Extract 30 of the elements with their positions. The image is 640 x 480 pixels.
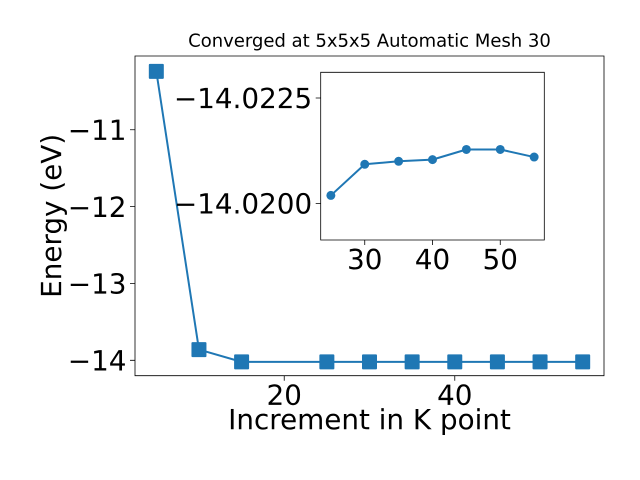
- point: [532, 354, 548, 370]
- point: [490, 354, 505, 370]
- y-tick-label: −13: [70, 272, 124, 294]
- point: [326, 190, 336, 200]
- point: [404, 354, 420, 370]
- point: [530, 152, 539, 162]
- point: [496, 144, 505, 154]
- point: [447, 354, 462, 370]
- point: [394, 156, 404, 166]
- x-tick-label: 30: [349, 248, 381, 270]
- x-axis-title: Increment in K point: [230, 408, 510, 436]
- point: [428, 155, 438, 164]
- point: [362, 354, 377, 370]
- y-axis-title: Energy (eV): [40, 136, 67, 296]
- y-tick-label: −11: [70, 120, 124, 140]
- point: [319, 354, 334, 370]
- point: [148, 64, 164, 79]
- y-tick-label: −14: [70, 350, 125, 370]
- x-tick-label: 40: [416, 248, 448, 270]
- x-tick-label: 50: [484, 248, 516, 270]
- point: [575, 354, 590, 370]
- x-tick-label: 20: [268, 384, 300, 406]
- y-tick-label: −14.0225: [176, 87, 310, 109]
- point: [462, 144, 471, 154]
- point: [234, 354, 250, 370]
- point: [191, 342, 206, 358]
- y-tick-label: −12: [70, 196, 124, 217]
- point: [360, 160, 370, 169]
- chart-title: Converged at 5x5x5 Automatic Mesh 30: [189, 33, 550, 50]
- x-tick-label: 40: [438, 384, 471, 406]
